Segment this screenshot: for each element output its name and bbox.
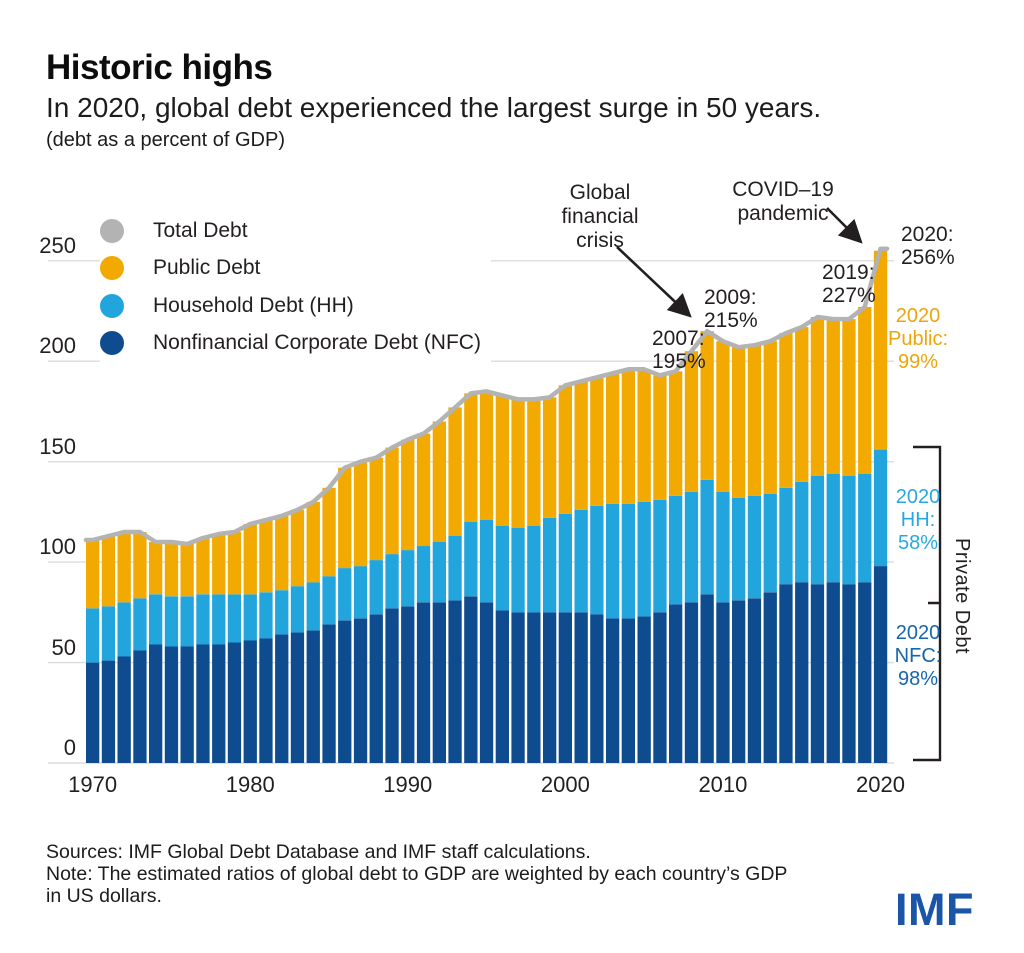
annotation-covid-pandemic: COVID–19 pandemic (732, 178, 834, 225)
bars-nfc (86, 566, 888, 763)
x-axis-tick: 1970 (68, 772, 118, 797)
x-axis-tick: 2010 (698, 772, 748, 797)
x-axis-tick: 1990 (383, 772, 433, 797)
callout-2020-total: 2020: 256% (901, 223, 955, 269)
total-debt-line (83, 246, 890, 547)
bars-hh (86, 449, 888, 663)
legend-item-1: Public Debt (100, 249, 491, 287)
y-axis-tick: 150 (39, 433, 76, 459)
y-axis-tick: 200 (39, 333, 76, 359)
page-title: Historic highs (46, 48, 273, 87)
callout-2009-total: 2009: 215% (704, 286, 758, 332)
legend-dot-icon (100, 218, 124, 243)
legend-dot-icon (100, 256, 124, 281)
legend-label: Public Debt (153, 256, 261, 280)
label-2020-household-debt: 2020 HH: 58% (895, 486, 941, 554)
y-axis-tick: 100 (39, 534, 76, 560)
legend-item-2: Household Debt (HH) (100, 287, 491, 325)
legend-label: Nonfinancial Corporate Debt (NFC) (153, 331, 481, 355)
y-axis-tick: 0 (63, 735, 76, 760)
legend-item-3: Nonfinancial Corporate Debt (NFC) (100, 324, 491, 362)
unit-note: (debt as a percent of GDP) (46, 129, 286, 151)
sources-note: Sources: IMF Global Debt Database and IM… (46, 841, 591, 863)
legend-label: Total Debt (153, 218, 248, 242)
x-axis-tick: 2000 (540, 772, 590, 797)
legend-dot-icon (100, 293, 124, 318)
page-subtitle: In 2020, global debt experienced the lar… (46, 92, 822, 123)
methodology-note: Note: The estimated ratios of global deb… (46, 863, 788, 885)
callout-2019-total: 2019: 227% (822, 261, 876, 307)
annotation-global-financial-crisis: Global financial crisis (561, 181, 639, 252)
legend-item-0: Total Debt (100, 212, 491, 250)
covid-arrow (826, 207, 863, 244)
x-axis-tick: 1980 (225, 772, 275, 797)
private-debt-bracket (913, 445, 942, 762)
label-2020-public-debt: 2020 Public: 99% (887, 305, 949, 373)
callout-2007-total: 2007: 195% (652, 327, 706, 373)
methodology-note-continued: in US dollars. (46, 885, 162, 907)
bars-public (86, 250, 888, 609)
y-axis-tick: 50 (51, 634, 76, 660)
legend-dot-icon (100, 331, 124, 356)
y-axis-tick: 250 (39, 232, 76, 258)
x-axis-tick: 2020 (856, 772, 905, 797)
chart-legend: Total Debt Public Debt Household Debt (HH)… (100, 212, 491, 362)
gfc-arrow (616, 246, 692, 318)
legend-label: Household Debt (HH) (153, 293, 354, 317)
private-debt-bracket-label: Private Debt (951, 538, 973, 655)
label-2020-corporate-debt: 2020 NFC: 98% (894, 622, 942, 690)
imf-logo: IMF (895, 884, 974, 935)
